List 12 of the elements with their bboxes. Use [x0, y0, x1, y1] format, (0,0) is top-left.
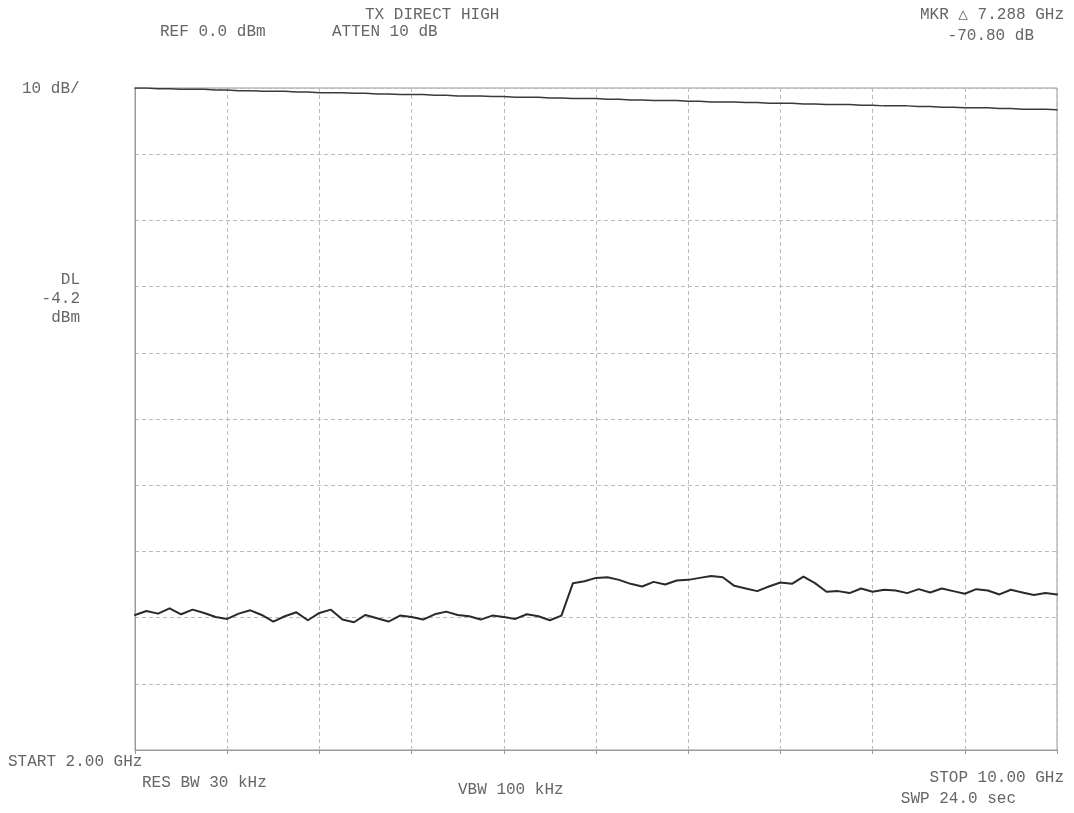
- chart-title: TX DIRECT HIGH: [365, 6, 500, 24]
- text: -70.80 dB: [947, 26, 1035, 45]
- text: VBW 100 kHz: [458, 780, 564, 799]
- text: ATTEN 10 dB: [332, 22, 438, 41]
- text: START 2.00 GHz: [8, 752, 143, 771]
- text: SWP 24.0 sec: [900, 789, 1016, 808]
- text: MKR △ 7.288 GHz: [919, 5, 1065, 24]
- text: RES BW 30 kHz: [142, 773, 267, 792]
- text: STOP 10.00 GHz: [929, 768, 1064, 787]
- text: 10 dB/: [22, 79, 80, 98]
- text: DL -4.2 dBm: [41, 270, 80, 327]
- text: REF 0.0 dBm: [160, 22, 266, 41]
